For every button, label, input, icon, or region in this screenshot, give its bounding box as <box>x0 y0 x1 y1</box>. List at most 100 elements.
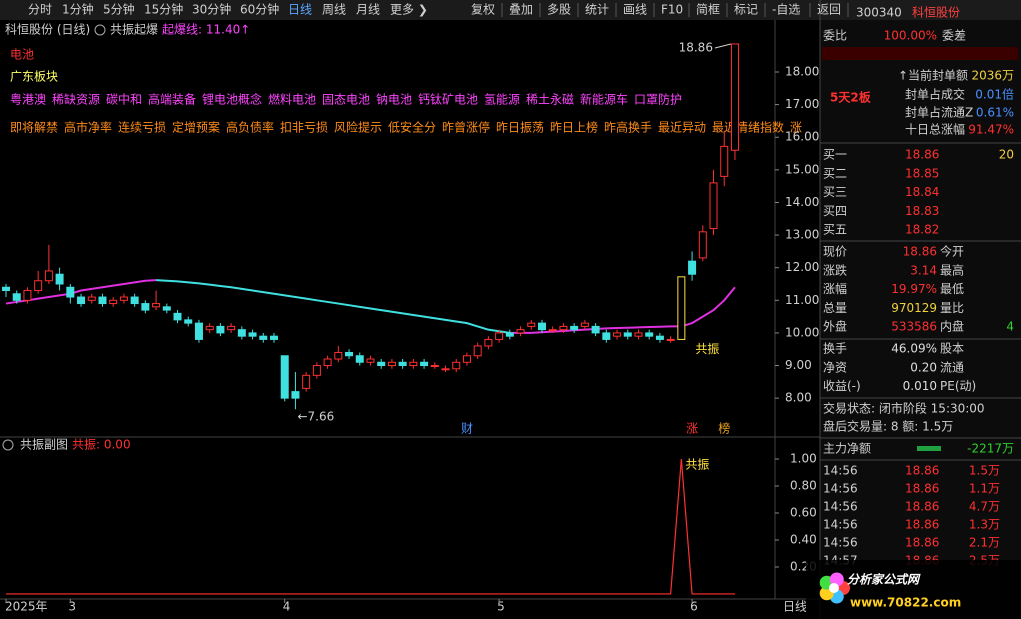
concept-tag: 稀土永磁 <box>526 92 574 107</box>
flag-tag: 即将解禁 <box>10 121 58 135</box>
value: 2036万 <box>971 69 1014 83</box>
candle-body <box>559 325 568 331</box>
stat-label: 换手 <box>823 342 847 356</box>
label: 委比 <box>823 29 847 43</box>
candle-body <box>677 276 686 340</box>
period-tab[interactable]: 60分钟 <box>240 2 279 17</box>
toolbar-button[interactable]: -自选 <box>772 3 800 17</box>
watermark-url: www.70822.com <box>850 596 961 610</box>
stat-value: 19.97% <box>891 282 937 296</box>
stat-value: 46.09% <box>891 342 937 356</box>
toolbar-button[interactable]: 标记 <box>734 3 758 17</box>
stat-value: 3.14 <box>910 263 937 277</box>
flag-tag: 高市净率 <box>64 120 112 135</box>
moving-average <box>509 286 736 334</box>
y-tick-label: 11.00 <box>785 293 819 307</box>
value: 0.01倍 <box>975 87 1014 102</box>
bid-label: 买三 <box>823 185 847 199</box>
bid-label: 买一 <box>823 148 847 162</box>
region: 广东板块 <box>10 70 58 84</box>
candle-body <box>345 351 354 357</box>
sub-settings-icon[interactable] <box>2 439 14 451</box>
candle-body <box>441 368 450 371</box>
toolbar-button[interactable]: 简框 <box>696 3 720 17</box>
period-tab[interactable]: 更多 ❯ <box>390 3 428 17</box>
signal-line <box>6 458 735 595</box>
trade-price: 18.86 <box>905 464 939 478</box>
label: 主力净额 <box>823 442 871 456</box>
period-tab[interactable]: 15分钟 <box>144 2 183 17</box>
toolbar-button[interactable]: 叠加 <box>509 3 533 17</box>
candle-body <box>473 345 482 357</box>
trade-time: 14:56 <box>823 464 858 478</box>
stat-label: 现价 <box>823 245 847 259</box>
moving-average <box>156 279 510 334</box>
flag-tag: 最近异动 <box>658 121 706 135</box>
trade-volume: 1.3万 <box>969 518 1000 532</box>
flag-tag: 低安全分 <box>388 120 436 135</box>
logo-center <box>829 583 839 593</box>
period-tab[interactable]: 分时 <box>28 3 52 17</box>
period-label: 日线 <box>783 600 807 614</box>
concept-tag: 口罩防护 <box>634 92 682 107</box>
bid-price: 18.84 <box>905 185 939 199</box>
toolbar-button[interactable]: 统计 <box>585 3 609 17</box>
period-tab[interactable]: 月线 <box>356 3 380 17</box>
label: 封单占流通Z <box>905 105 973 120</box>
period-tab[interactable]: 1分钟 <box>62 2 94 17</box>
candle-body <box>655 335 664 340</box>
stat-label: 最低 <box>940 282 964 296</box>
candle-body <box>302 374 311 389</box>
flow-bar <box>917 446 941 451</box>
candle-body <box>709 182 718 230</box>
bid-volume: 20 <box>999 148 1014 162</box>
flag-tag: 昨曾涨停 <box>442 120 490 135</box>
toolbar-button[interactable]: 返回 <box>817 3 841 17</box>
stat-label: 股本 <box>940 342 964 356</box>
stat-label: 量比 <box>940 301 964 315</box>
watermark-title: 分析家公式网 <box>847 573 921 587</box>
trade-time: 14:56 <box>823 518 858 532</box>
period-tab[interactable]: 30分钟 <box>192 2 231 17</box>
flag-tag: 最近情绪指数 <box>712 120 784 135</box>
high-arrow <box>714 43 732 49</box>
y-tick-label: 17.00 <box>785 97 819 111</box>
settings-icon[interactable] <box>94 24 106 36</box>
sector: 电池 <box>10 48 34 62</box>
candle-body <box>66 286 75 298</box>
trade-price: 18.86 <box>905 536 939 550</box>
candle-body <box>538 322 546 331</box>
candle-body <box>430 365 439 368</box>
event-marker[interactable]: 榜 <box>718 421 730 436</box>
y-tick-label: 1.00 <box>790 452 817 466</box>
toolbar-button[interactable]: 画线 <box>623 3 647 17</box>
toolbar-button[interactable]: 复权 <box>471 3 495 17</box>
candle-body <box>259 335 268 340</box>
candle-body <box>645 332 654 337</box>
board-label: 5天2板 <box>830 90 872 105</box>
stat-label: 今开 <box>940 244 964 259</box>
candle-body <box>77 296 86 305</box>
y-tick-label: 0.40 <box>790 532 817 546</box>
period-tab[interactable]: 周线 <box>322 3 346 17</box>
y-tick-label: 10.00 <box>785 325 819 339</box>
period-tab[interactable]: 5分钟 <box>103 2 135 17</box>
date-label: 3 <box>68 600 76 614</box>
candle-body <box>227 325 236 331</box>
date-label: 5 <box>497 600 505 614</box>
event-marker[interactable]: 财 <box>461 422 473 436</box>
after-hours: 盘后交易量: 8 额: 1.5万 <box>823 419 953 434</box>
candle-body <box>334 351 343 360</box>
stat-value: 0.20 <box>910 360 937 374</box>
event-marker[interactable]: 涨 <box>686 421 698 436</box>
stat-value: 533586 <box>891 320 937 334</box>
signal-label: 共振 <box>695 342 719 356</box>
stat-value: 0.010 <box>903 379 937 393</box>
label: 十日总涨幅 <box>905 122 965 137</box>
toolbar-button[interactable]: 多股 <box>547 3 571 17</box>
y-tick-label: 15.00 <box>785 162 819 176</box>
period-tab[interactable]: 日线 <box>288 3 312 17</box>
stat-value: 970129 <box>891 301 937 315</box>
toolbar-button[interactable]: F10 <box>661 3 683 17</box>
collapse-button[interactable] <box>822 47 1018 60</box>
